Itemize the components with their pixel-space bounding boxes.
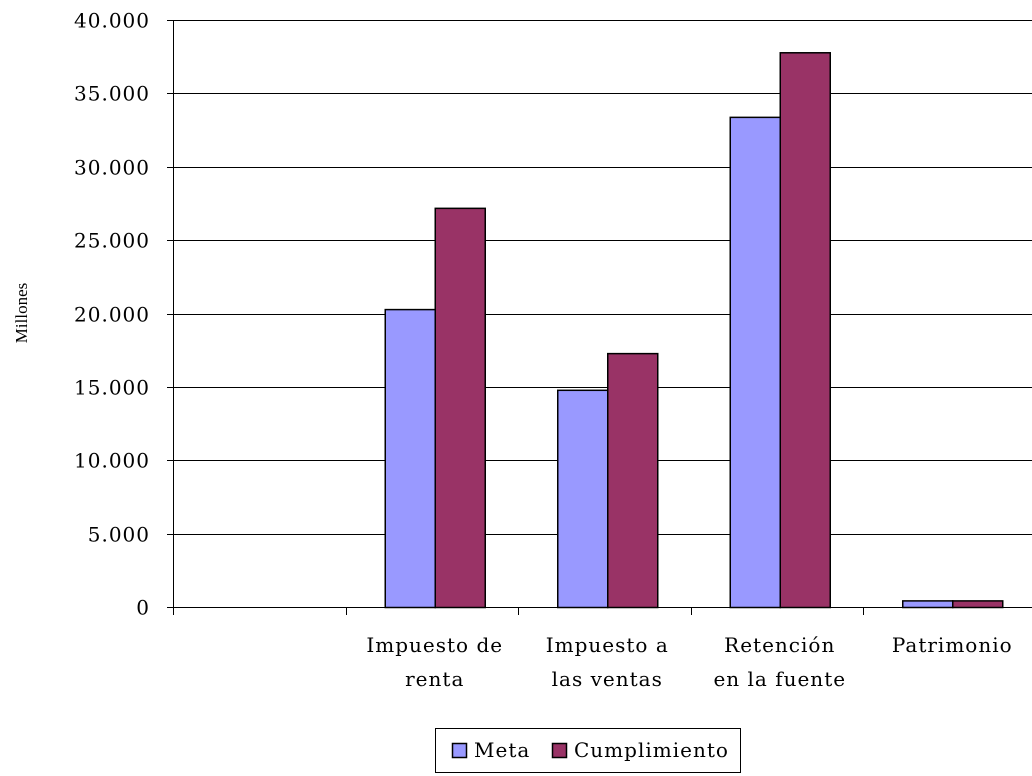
bar-meta-2 xyxy=(557,389,609,609)
bars xyxy=(384,52,1004,609)
y-tick-label: 5.000 xyxy=(88,523,150,547)
y-tick-labels: 0 5.000 10.000 15.000 20.000 25.000 30.000 35.0… xyxy=(74,9,150,620)
x-tick-label: Patrimonio xyxy=(892,633,1013,657)
bar-cumplimiento-4 xyxy=(952,600,1004,609)
bar-meta-1 xyxy=(384,308,436,609)
y-tick-label: 0 xyxy=(136,596,150,620)
bar-cumplimiento-3 xyxy=(779,52,831,609)
legend-swatch-meta xyxy=(451,742,468,759)
y-tick-label: 20.000 xyxy=(74,303,150,327)
y-tick-label: 35.000 xyxy=(74,82,150,106)
category-labels: Impuesto de renta Impuesto a las ventas Rete… xyxy=(366,633,1013,691)
x-tick-label: en la fuente xyxy=(713,667,846,691)
x-tick-label: Impuesto de xyxy=(366,633,503,657)
x-tick-label: Impuesto a xyxy=(546,633,669,657)
y-tick-label: 15.000 xyxy=(74,376,150,400)
x-tick-label: Retención xyxy=(724,633,835,657)
gridlines xyxy=(173,20,1032,535)
x-tick-label: las ventas xyxy=(552,667,663,691)
x-tick-label: renta xyxy=(405,667,464,691)
y-tick-label: 30.000 xyxy=(74,156,150,180)
bar-cumplimiento-1 xyxy=(434,207,486,609)
bar-meta-4 xyxy=(902,600,954,609)
legend-label-cumplimiento: Cumplimiento xyxy=(574,738,729,762)
y-axis-label: Millones xyxy=(12,283,31,343)
legend: Meta Cumplimiento xyxy=(435,728,741,773)
bar-cumplimiento-2 xyxy=(607,352,659,609)
legend-box xyxy=(435,728,741,773)
y-tick-label: 40.000 xyxy=(74,9,150,33)
bar-meta-3 xyxy=(729,116,781,609)
y-tick-label: 25.000 xyxy=(74,229,150,253)
legend-label-meta: Meta xyxy=(474,738,530,762)
y-tick-label: 10.000 xyxy=(74,449,150,473)
legend-swatch-cumplimiento xyxy=(551,742,568,759)
axes xyxy=(167,20,1032,615)
